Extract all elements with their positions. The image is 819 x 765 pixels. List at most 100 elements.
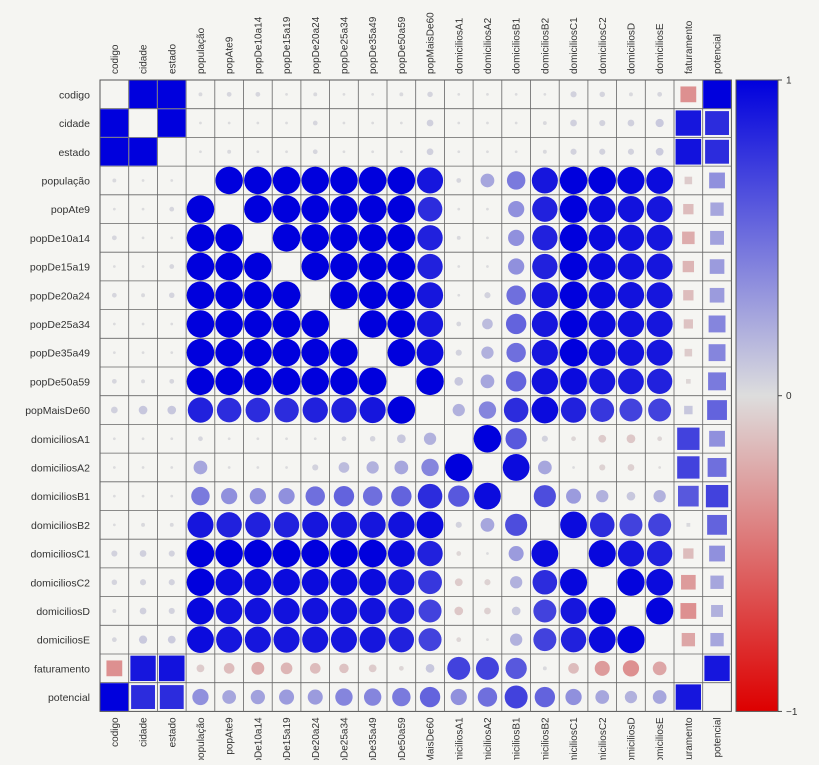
mark-domiciliosd-estado [168,607,175,615]
column-label-bottom: cidade [139,717,150,747]
mark-domiciliosb2-codigo [112,523,116,527]
mark-domiciliosc1-domiciliose [646,540,673,567]
mark-populacao-domiciliosa1 [456,178,462,183]
mark-popde35a49-popde10a14 [244,338,272,367]
mark-popde10a14-domiciliosd [617,224,645,252]
mark-domiciliosb1-estado [170,494,174,498]
mark-domiciliosb1-domiciliosb2 [533,485,556,508]
mark-potencial-popde50a59 [392,687,411,707]
mark-domiciliosc1-domiciliosa2 [486,552,489,555]
mark-cidade-faturamento [675,110,702,136]
column-label-bottom: domiciliosC2 [598,717,609,760]
mark-domiciliosa2-popde15a19 [285,466,288,469]
mark-popde20a24-domiciliosb1 [506,285,526,305]
mark-codigo-popde15a19 [285,92,288,96]
mark-popmaisde60-domiciliosd [619,398,643,422]
mark-popde15a19-domiciliosc1 [559,252,588,281]
mark-populacao-estado [170,179,174,182]
mark-domiciliosd-popde25a34 [330,597,358,625]
column-label-top: domiciliosA2 [483,17,494,74]
mark-domiciliosa1-popmaisde60 [423,432,437,445]
row-label: domiciliosC1 [30,549,90,561]
mark-domiciliosc2-domiciliosa1 [454,578,463,587]
mark-estado-popde10a14 [256,150,260,154]
mark-popde25a34-popde15a19 [272,310,301,338]
mark-popmaisde60-popde35a49 [359,397,386,424]
mark-potencial-populacao [192,688,209,706]
mark-domiciliosb1-popde25a34 [333,485,355,507]
colorbar-gradient [735,79,779,712]
mark-codigo-potencial [703,80,731,109]
mark-popde50a59-popde20a24 [301,367,329,396]
mark-popde50a59-popde10a14 [244,367,272,396]
mark-domiciliose-domiciliosc2 [588,626,616,654]
mark-cidade-popde10a14 [256,121,260,125]
mark-domiciliosc1-populacao [186,539,215,568]
mark-popde35a49-domiciliosa1 [455,349,462,356]
mark-popde35a49-faturamento [684,348,693,357]
mark-codigo-domiciliosd [629,92,633,97]
mark-domiciliosb2-populacao [187,511,214,538]
mark-popde10a14-domiciliosa1 [456,235,461,240]
mark-domiciliosc1-domiciliosb1 [508,546,524,562]
mark-cidade-popate9 [227,121,231,125]
mark-estado-popde35a49 [371,150,375,154]
mark-estado-domiciliose [655,147,664,156]
mark-faturamento-popde20a24 [309,663,321,674]
column-label-top: potencial [713,34,724,74]
row-label: popDe20a24 [30,290,90,302]
mark-potencial-popde35a49 [363,688,382,706]
mark-faturamento-domiciliosc2 [594,660,610,676]
column-label-top: popDe35a49 [368,16,379,74]
mark-popde25a34-domiciliosd [617,310,645,338]
mark-popde20a24-domiciliosb2 [531,282,558,309]
mark-domiciliosc2-domiciliosd [617,568,645,596]
mark-populacao-domiciliosb1 [506,171,526,190]
mark-popde50a59-popmaisde60 [416,367,444,396]
mark-popde15a19-popmaisde60 [417,253,443,280]
mark-popde10a14-popmaisde60 [417,225,443,251]
mark-popde50a59-domiciliosa1 [454,377,464,386]
column-label-top: codigo [110,44,121,74]
mark-domiciliose-populacao [187,626,214,654]
mark-domiciliosd-domiciliosb1 [511,606,521,616]
mark-popde35a49-popmaisde60 [416,339,444,367]
mark-domiciliosb1-codigo [112,494,116,498]
mark-domiciliosb2-popde35a49 [359,511,386,538]
mark-popde50a59-potencial [708,372,727,391]
mark-popde20a24-popde50a59 [387,281,416,309]
mark-domiciliosa2-faturamento [677,456,700,479]
mark-domiciliosd-domiciliosb2 [533,599,557,623]
mark-popde15a19-cidade [141,265,145,268]
mark-domiciliosc1-popde50a59 [387,540,415,567]
mark-popmaisde60-populacao [187,397,214,423]
mark-popde50a59-popde35a49 [358,367,387,396]
mark-estado-domiciliosc2 [599,148,606,155]
mark-popmaisde60-popde15a19 [274,397,299,423]
mark-domiciliose-domiciliosa2 [486,638,489,642]
mark-populacao-domiciliosc2 [588,166,616,195]
mark-popate9-domiciliosa2 [486,207,489,211]
row-label: domiciliosE [37,635,90,647]
mark-popate9-popde10a14 [244,195,272,223]
mark-popmaisde60-codigo [110,406,118,414]
colorbar-tick-label: 1 [786,76,792,87]
mark-popde15a19-domiciliosb1 [508,258,525,275]
mark-popde35a49-potencial [708,344,726,362]
mark-estado-popde25a34 [342,150,346,154]
mark-popde35a49-populacao [186,338,215,367]
mark-domiciliosb2-domiciliosc2 [589,512,615,538]
mark-popde10a14-populacao [186,224,215,252]
mark-popde10a14-estado [170,236,174,240]
mark-faturamento-popate9 [223,663,235,674]
mark-domiciliosc2-codigo [111,579,118,585]
mark-domiciliosa1-domiciliosc2 [598,434,607,443]
mark-domiciliosd-domiciliosa2 [484,607,491,615]
mark-popde50a59-domiciliosa2 [480,374,495,389]
mark-popde20a24-cidade [141,293,145,298]
mark-domiciliosb2-popde50a59 [388,511,415,539]
mark-codigo-domiciliose [657,91,663,97]
mark-domiciliosc1-faturamento [683,548,694,559]
mark-popde35a49-popde25a34 [330,338,358,367]
mark-domiciliosd-domiciliosc1 [560,597,587,624]
